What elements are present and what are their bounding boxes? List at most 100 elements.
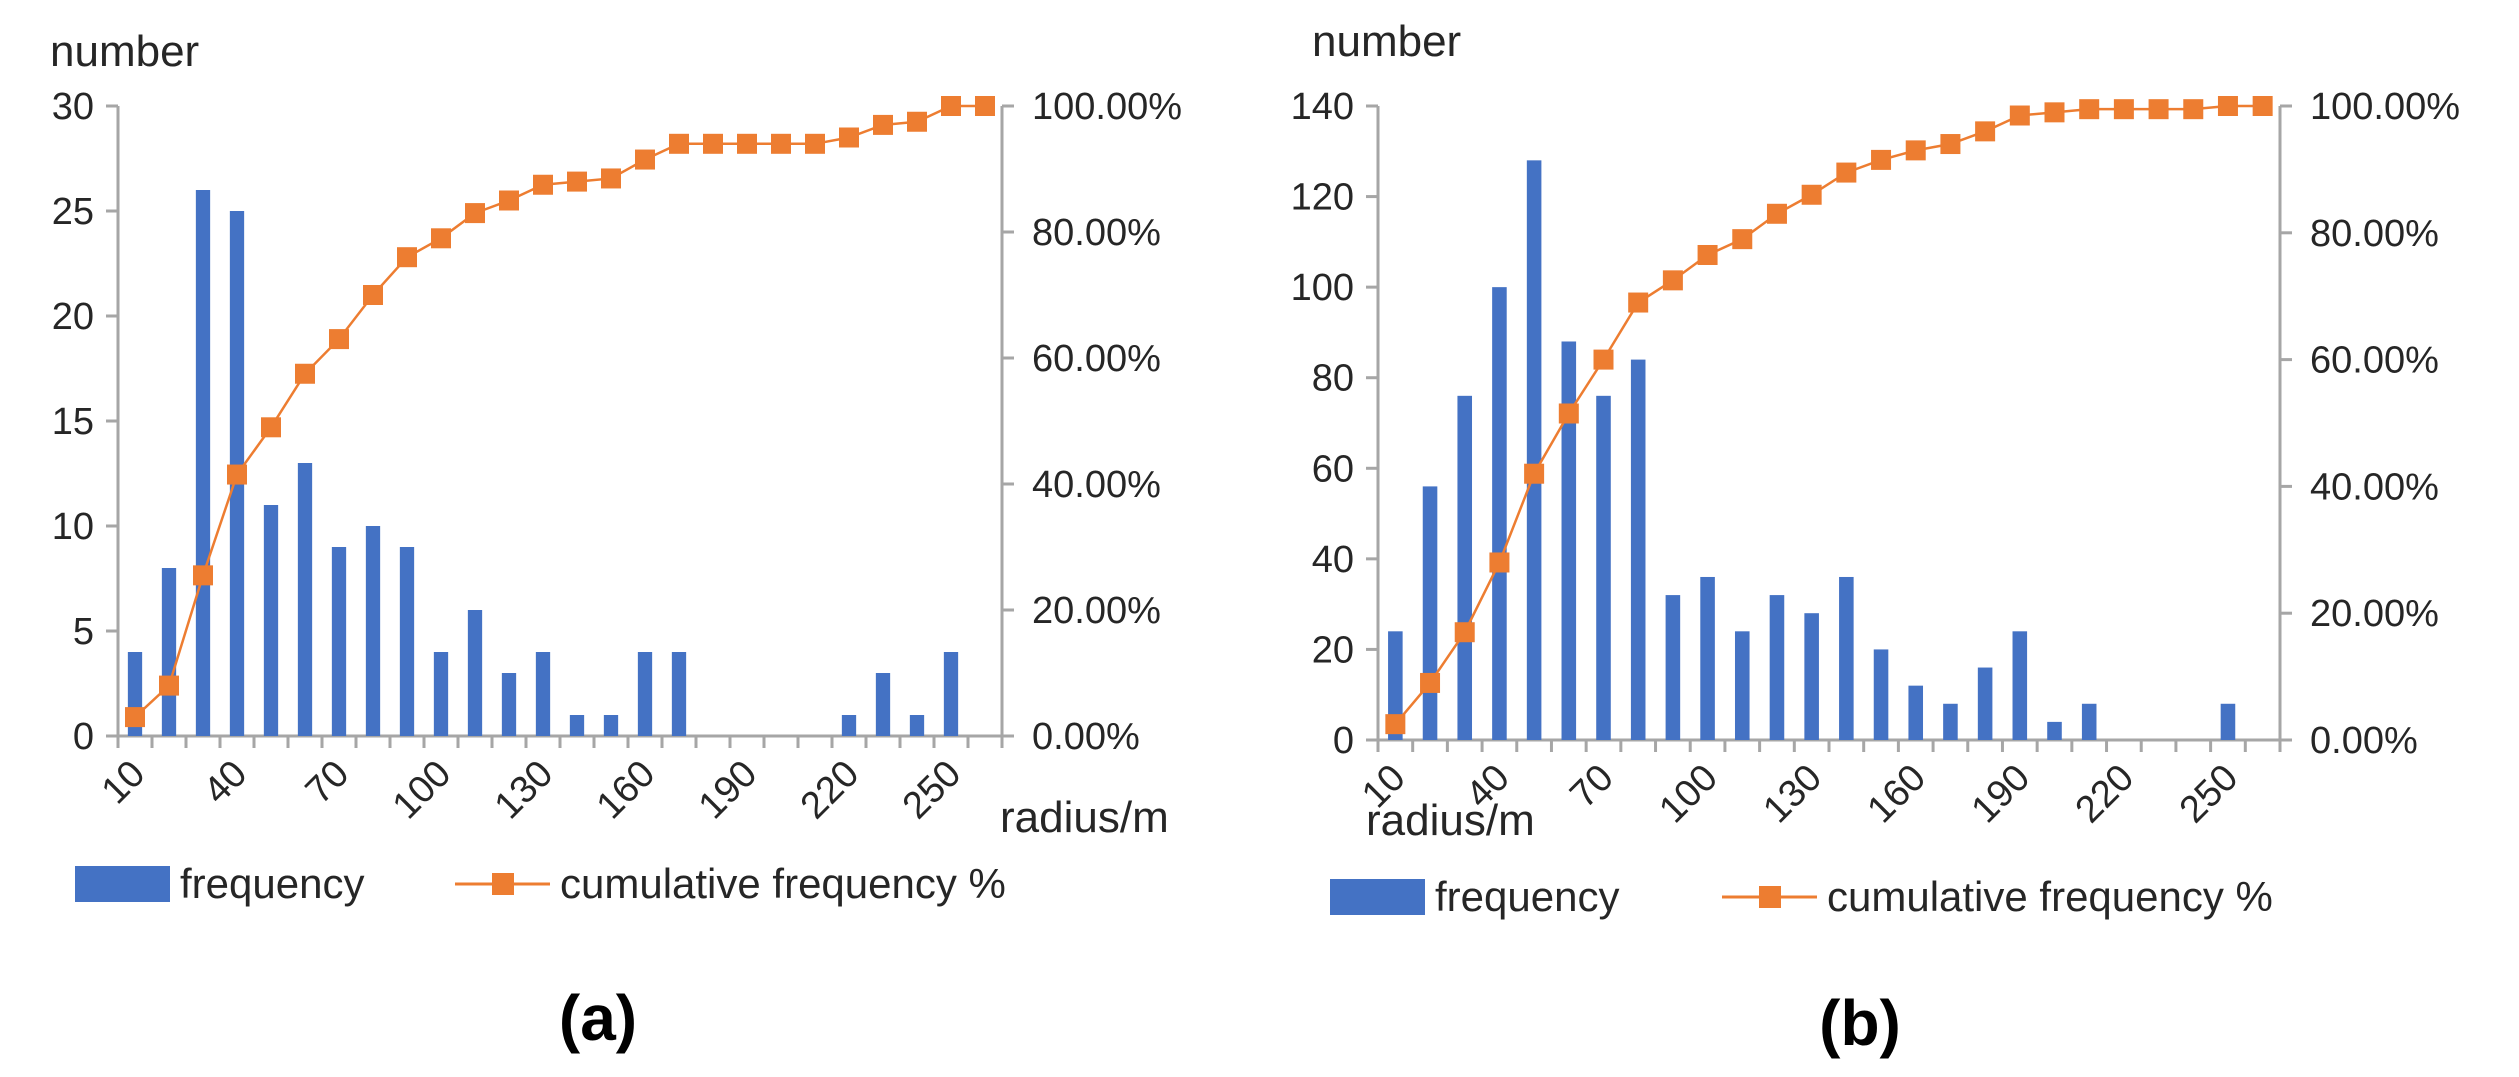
frequency-bar	[1561, 341, 1577, 740]
frequency-bar	[1734, 631, 1750, 740]
x-axis-title: radius/m	[1366, 796, 1535, 845]
y-tick-label: 30	[52, 86, 94, 128]
cumulative-line	[1394, 104, 2263, 725]
frequency-bar	[1388, 631, 1403, 740]
cumulative-marker	[1524, 463, 1545, 484]
cumulative-marker	[1975, 121, 1996, 142]
y2-tick-label: 60.00%	[1032, 338, 1161, 380]
frequency-bar	[399, 547, 415, 736]
frequency-bar	[195, 190, 211, 736]
cumulative-marker	[465, 203, 485, 224]
frequency-bar	[1804, 613, 1819, 740]
y-axis-title: number	[1312, 17, 1461, 66]
y-tick-label: 15	[52, 401, 94, 443]
cumulative-marker	[941, 96, 961, 116]
cumulative-marker	[975, 96, 995, 116]
y-tick-label: 20	[1312, 629, 1354, 671]
cumulative-line	[134, 104, 985, 719]
cumulative-marker	[261, 417, 281, 438]
y2-tick-label: 100.00%	[2310, 86, 2460, 128]
frequency-bar	[875, 673, 891, 736]
y2-tick-label: 80.00%	[2310, 213, 2439, 255]
cumulative-marker	[499, 190, 519, 211]
y2-tick-label: 80.00%	[1032, 212, 1161, 254]
cumulative-marker	[805, 133, 825, 154]
x-tick-label: 160	[1860, 757, 1935, 832]
y-axis-title: number	[50, 27, 199, 76]
cumulative-marker	[1385, 714, 1406, 735]
cumulative-marker	[2044, 102, 2065, 123]
legend-line-label: cumulative frequency %	[560, 860, 1006, 907]
panel-b: 0 20 40 60 80 100 120 140 0.00% 20.00% 40.00% 60.00…	[1291, 17, 2460, 1059]
frequency-bar	[1665, 595, 1681, 740]
x-tick-label: 220	[2068, 757, 2143, 832]
cumulative-marker	[635, 149, 655, 170]
x-tick-label: 250	[2172, 757, 2247, 832]
frequency-bar	[1630, 359, 1646, 740]
frequency-bar	[433, 652, 449, 736]
x-tick-label: 190	[1964, 757, 2039, 832]
frequency-bar	[671, 652, 687, 736]
cumulative-marker	[601, 168, 621, 189]
cumulative-marker	[1558, 403, 1579, 424]
x-tick-label: 100	[1651, 757, 1726, 832]
cumulative-marker	[1662, 270, 1683, 291]
x-tick-label: 190	[691, 753, 766, 828]
y-tick-label: 10	[52, 506, 94, 548]
frequency-bar	[365, 526, 381, 736]
frequency-bar	[501, 673, 517, 736]
y-tick-label: 0	[1333, 720, 1354, 762]
frequency-bar	[1526, 160, 1542, 741]
cumulative-marker	[1420, 672, 1441, 693]
y-tick-label: 140	[1291, 86, 1354, 128]
y2-tick-label: 40.00%	[1032, 464, 1161, 506]
y-tick-label: 5	[73, 611, 94, 653]
frequency-bar	[467, 610, 483, 736]
y2-tick-label: 20.00%	[2310, 593, 2439, 635]
x-tick-label: 100	[385, 753, 460, 828]
frequency-bar	[1596, 395, 1611, 740]
legend-bar-swatch	[75, 866, 170, 902]
frequency-bar	[1977, 667, 1993, 740]
y2-tick-label: 0.00%	[2310, 720, 2418, 762]
y-tick-label: 0	[73, 716, 94, 758]
cumulative-marker	[2009, 105, 2030, 126]
cumulative-marker	[1697, 244, 1718, 265]
x-tick-label: 250	[895, 753, 970, 828]
cumulative-marker	[1940, 134, 1961, 155]
frequency-bar	[2012, 631, 2028, 740]
cumulative-marker	[1871, 149, 1892, 170]
frequency-bar	[2081, 703, 2097, 740]
cumulative-marker	[431, 228, 451, 249]
cumulative-marker	[533, 174, 553, 195]
cumulative-marker	[125, 707, 145, 728]
frequency-bar	[1943, 703, 1958, 740]
cumulative-marker	[873, 114, 893, 135]
cumulative-marker	[1628, 292, 1649, 313]
cumulative-marker	[907, 111, 927, 132]
y-tick-label: 80	[1312, 358, 1354, 400]
y-tick-label: 120	[1291, 177, 1354, 219]
frequency-bar	[535, 652, 551, 736]
y2-tick-label: 20.00%	[1032, 590, 1161, 632]
frequency-bar	[1908, 685, 1924, 740]
y-tick-label: 25	[52, 191, 94, 233]
x-tick-label: 70	[298, 753, 358, 813]
cumulative-marker	[703, 133, 723, 154]
cumulative-marker	[363, 285, 383, 305]
cumulative-marker	[159, 675, 179, 696]
cumulative-marker	[1593, 349, 1614, 370]
frequency-bar	[1839, 576, 1854, 740]
x-tick-label: 130	[487, 753, 562, 828]
frequency-bar	[1492, 287, 1507, 740]
frequency-bar	[841, 715, 857, 736]
cumulative-marker	[1801, 184, 1822, 205]
legend-bar-label: frequency	[180, 860, 364, 907]
cumulative-marker	[295, 363, 315, 384]
frequency-bar	[1873, 649, 1889, 740]
cumulative-marker	[2252, 96, 2273, 116]
legend-bar-swatch	[1330, 879, 1425, 915]
cumulative-marker	[1454, 622, 1475, 643]
frequency-bar	[2220, 703, 2236, 740]
x-tick-label: 40	[196, 753, 256, 813]
